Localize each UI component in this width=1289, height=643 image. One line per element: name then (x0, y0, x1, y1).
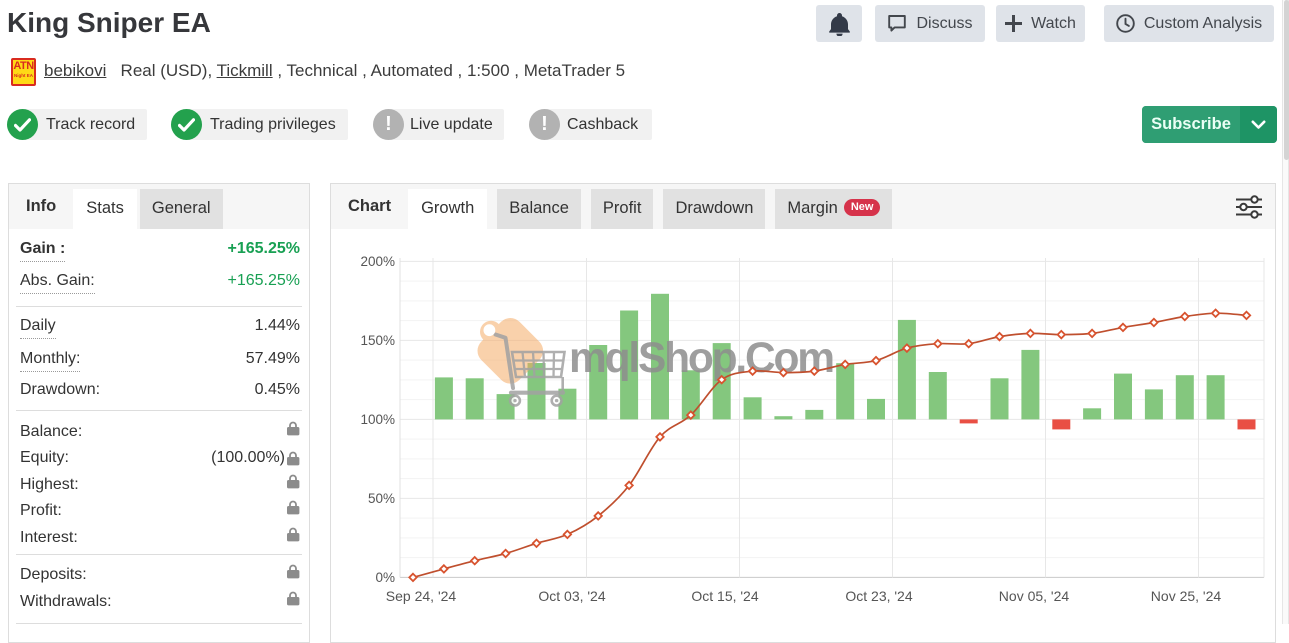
svg-text:Nov 25, '24: Nov 25, '24 (1151, 588, 1222, 604)
svg-text:150%: 150% (360, 333, 395, 348)
svg-text:Oct 23, '24: Oct 23, '24 (845, 588, 912, 604)
svg-text:Sep 24, '24: Sep 24, '24 (386, 588, 457, 604)
svg-text:mqlShop.Com: mqlShop.Com (569, 335, 833, 382)
svg-text:100%: 100% (360, 412, 395, 427)
svg-text:Oct 03, '24: Oct 03, '24 (538, 588, 605, 604)
svg-text:0%: 0% (375, 570, 395, 585)
svg-text:Nov 05, '24: Nov 05, '24 (999, 588, 1070, 604)
svg-text:200%: 200% (360, 254, 395, 269)
svg-text:Oct 15, '24: Oct 15, '24 (691, 588, 758, 604)
svg-text:50%: 50% (368, 491, 395, 506)
